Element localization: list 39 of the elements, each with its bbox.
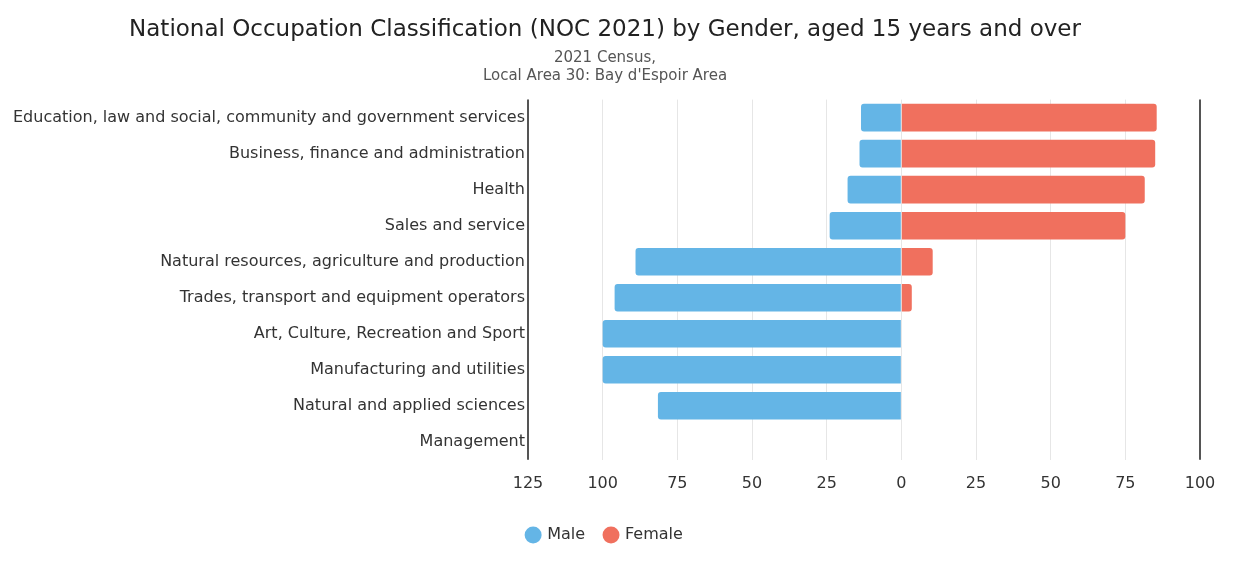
bar <box>602 319 901 348</box>
bar <box>657 391 901 420</box>
y-tick-label: Manufacturing and utilities <box>310 358 525 378</box>
chart-title: National Occupation Classification (NOC 2021) by Gender, aged 15 years and over <box>129 14 1082 41</box>
y-tick-label: Natural resources, agriculture and production <box>160 250 525 270</box>
x-tick-label: 75 <box>667 472 688 492</box>
bar <box>861 103 901 132</box>
y-tick-label: Health <box>472 178 525 198</box>
bar <box>901 211 1126 240</box>
x-tick-label: 0 <box>896 472 907 492</box>
x-tick-label: 50 <box>741 472 763 492</box>
bar <box>901 139 1156 168</box>
x-tick-label: 75 <box>1115 472 1136 492</box>
bar <box>635 247 901 276</box>
bar <box>901 103 1157 132</box>
y-tick-label: Trades, transport and equipment operators <box>178 286 525 306</box>
chart-subtitle: 2021 Census, Local Area 30: Bay d'Espoir Area <box>482 48 728 85</box>
y-tick-label: Management <box>419 430 525 450</box>
y-tick-label: Business, finance and administration <box>228 142 525 162</box>
x-tick-label: 25 <box>816 472 837 492</box>
x-tick-label: 25 <box>965 472 987 492</box>
x-tick-label: 125 <box>512 472 544 492</box>
y-tick-label: Natural and applied sciences <box>293 394 525 414</box>
bar <box>901 175 1145 204</box>
bar <box>829 211 901 240</box>
y-tick-label: Sales and service <box>384 214 525 234</box>
legend-label: Female <box>625 524 683 544</box>
x-tick-label: 100 <box>1184 472 1216 492</box>
bar <box>901 247 933 276</box>
y-tick-label: Education, law and social, community and government services <box>13 106 525 126</box>
bar <box>614 283 901 312</box>
y-tick-label: Art, Culture, Recreation and Sport <box>253 322 525 342</box>
bar <box>859 139 901 168</box>
legend-label: Male <box>547 524 586 544</box>
bar <box>602 355 901 384</box>
bar <box>847 175 901 204</box>
x-tick-label: 50 <box>1040 472 1061 492</box>
bar <box>901 283 912 312</box>
x-tick-label: 100 <box>587 472 618 492</box>
